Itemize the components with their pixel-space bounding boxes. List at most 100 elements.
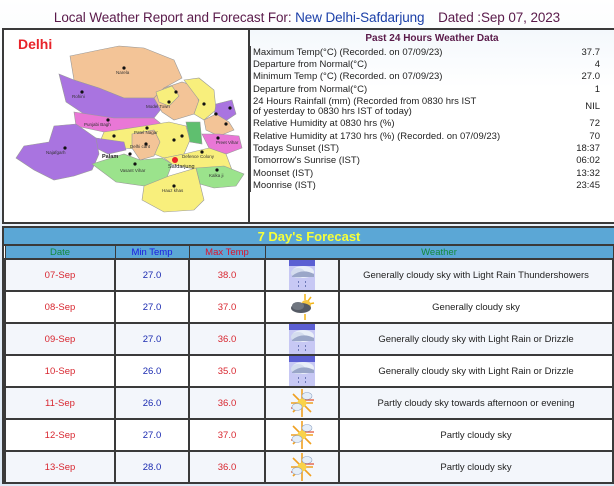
forecast-panel: 7 Day's Forecast Date Min Temp Max Temp …: [2, 226, 614, 484]
forecast-date: 10-Sep: [4, 354, 116, 388]
forecast-max-temp: 36.0: [188, 322, 266, 356]
forecast-date: 07-Sep: [4, 258, 116, 292]
row-value: 27.0: [581, 71, 601, 83]
partly-cloudy-icon: [264, 418, 340, 452]
row-value: 18:37: [576, 143, 600, 155]
rain-cloud-icon: [264, 322, 340, 356]
row-label: Moonrise (IST): [253, 180, 316, 192]
forecast-weather: Partly cloudy sky towards afternoon or e…: [338, 386, 614, 420]
col-date: Date: [4, 246, 116, 260]
delhi-map-icon: Narela Rohini Model Town Punjabi Bagh Patel…: [15, 45, 245, 213]
forecast-weather: Generally cloudy sky: [338, 290, 614, 324]
past-row-rh-1730: Relative Humidity at 1730 hrs (%) (Recor…: [250, 129, 614, 143]
forecast-weather: Partly cloudy sky: [338, 450, 614, 484]
row-label: Todays Sunset (IST): [253, 143, 340, 155]
past-row-rh-0830: Relative Humidity at 0830 hrs (%) 72: [250, 117, 614, 130]
forecast-row: 08-Sep 27.0 37.0 Generally cloudy sky: [4, 290, 614, 324]
row-value: 72: [589, 118, 600, 130]
svg-text:Safdarjung: Safdarjung: [168, 164, 195, 170]
forecast-min-temp: 27.0: [114, 258, 190, 292]
partly-cloudy-icon: [264, 450, 340, 484]
delhi-map: Narela Rohini Model Town Punjabi Bagh Patel…: [4, 30, 250, 222]
row-value: 4: [594, 59, 600, 71]
forecast-max-temp: 35.0: [188, 354, 266, 388]
cloudy-sun-icon: [264, 290, 340, 324]
top-section: Narela Rohini Model Town Punjabi Bagh Patel…: [2, 28, 614, 224]
forecast-min-temp: 27.0: [114, 322, 190, 356]
forecast-max-temp: 36.0: [188, 386, 266, 420]
forecast-max-temp: 38.0: [188, 258, 266, 292]
svg-text:Patel Nagar: Patel Nagar: [134, 130, 158, 135]
row-label: Tomorrow's Sunrise (IST): [253, 155, 360, 167]
past-row-sunset: Todays Sunset (IST) 18:37: [250, 142, 614, 155]
row-label: Departure from Normal(°C): [253, 59, 368, 71]
past-row-max-temp: Maximum Temp(°C) (Recorded. on 07/09/23)…: [250, 46, 614, 59]
col-min-temp: Min Temp: [114, 246, 190, 260]
row-label: 24 Hours Rainfall (mm) (Recorded from 08…: [253, 95, 477, 117]
forecast-min-temp: 27.0: [114, 418, 190, 452]
forecast-min-temp: 27.0: [114, 290, 190, 324]
row-label: Moonset (IST): [253, 167, 314, 179]
forecast-max-temp: 37.0: [188, 418, 266, 452]
past-24h-panel: Past 24 Hours Weather Data Maximum Temp(…: [250, 30, 614, 222]
map-label: Delhi: [18, 36, 53, 52]
svg-text:Defence Colony: Defence Colony: [182, 154, 215, 159]
svg-text:Punjabi Bagh: Punjabi Bagh: [84, 122, 111, 127]
forecast-row: 11-Sep 26.0 36.0 Partly cloudy sky towards…: [4, 386, 614, 420]
forecast-row: 07-Sep 27.0 38.0 Generally cloudy sky with…: [4, 258, 614, 292]
svg-text:Kalka ji: Kalka ji: [209, 173, 224, 178]
past-row-max-departure: Departure from Normal(°C) 4: [250, 58, 614, 71]
row-label: Relative Humidity at 1730 hrs (%) (Recor…: [253, 130, 501, 142]
forecast-row: 13-Sep 28.0 36.0 Partly cloudy sky: [4, 450, 614, 484]
past-row-min-temp: Minimum Temp (°C) (Recorded. on 07/09/23…: [250, 70, 614, 84]
svg-text:Model Town: Model Town: [146, 104, 170, 109]
row-value: 13:32: [576, 167, 600, 179]
row-label: Departure from Normal(°C): [253, 83, 368, 95]
row-value: 37.7: [581, 46, 601, 58]
row-value: NIL: [585, 100, 600, 112]
col-max-temp: Max Temp: [188, 246, 266, 260]
forecast-weather: Generally cloudy sky with Light Rain or …: [338, 354, 614, 388]
rain-cloud-icon: [264, 354, 340, 388]
station-name[interactable]: New Delhi-Safdarjung: [295, 10, 425, 25]
past-row-moonset: Moonset (IST) 13:32: [250, 167, 614, 180]
forecast-min-temp: 26.0: [114, 386, 190, 420]
svg-text:Hauz khas: Hauz khas: [162, 188, 184, 193]
past-row-sunrise: Tomorrow's Sunrise (IST) 06:02: [250, 154, 614, 168]
forecast-date: 11-Sep: [4, 386, 116, 420]
row-value: 1: [594, 83, 600, 95]
forecast-row: 09-Sep 27.0 36.0 Generally cloudy sky with…: [4, 322, 614, 356]
svg-text:Najafgarh: Najafgarh: [46, 150, 66, 155]
row-label: Maximum Temp(°C) (Recorded. on 07/09/23): [253, 46, 443, 58]
forecast-max-temp: 37.0: [188, 290, 266, 324]
row-value: 23:45: [576, 180, 600, 192]
title-prefix: Local Weather Report and Forecast For:: [53, 10, 292, 25]
svg-text:Preet Vihar: Preet Vihar: [216, 140, 239, 145]
forecast-min-temp: 28.0: [114, 450, 190, 484]
forecast-table: Date Min Temp Max Temp Weather 07-Sep 27.…: [4, 246, 614, 484]
report-date: Dated :Sep 07, 2023: [438, 10, 561, 25]
forecast-weather: Generally cloudy sky with Light Rain Thu…: [338, 258, 614, 292]
svg-text:Rohini: Rohini: [72, 94, 85, 99]
svg-text:Delhi cant: Delhi cant: [130, 144, 151, 149]
forecast-date: 08-Sep: [4, 290, 116, 324]
row-label: Minimum Temp (°C) (Recorded. on 07/09/23…: [253, 71, 443, 83]
forecast-max-temp: 36.0: [188, 450, 266, 484]
rain-cloud-icon: [264, 258, 340, 292]
forecast-date: 09-Sep: [4, 322, 116, 356]
row-value: 06:02: [576, 155, 600, 167]
forecast-row: 10-Sep 26.0 35.0 Generally cloudy sky with…: [4, 354, 614, 388]
forecast-row: 12-Sep 27.0 37.0 Partly cloudy sky: [4, 418, 614, 452]
partly-cloudy-icon: [264, 386, 340, 420]
past-row-moonrise: Moonrise (IST) 23:45: [250, 179, 614, 192]
page-title: Local Weather Report and Forecast For: N…: [0, 10, 614, 25]
past-24h-title: Past 24 Hours Weather Data: [365, 33, 499, 44]
forecast-title: 7 Day's Forecast: [4, 228, 614, 246]
past-row-min-departure: Departure from Normal(°C) 1: [250, 83, 614, 96]
row-label: Relative Humidity at 0830 hrs (%): [253, 118, 395, 130]
forecast-date: 12-Sep: [4, 418, 116, 452]
svg-text:Palam: Palam: [102, 154, 118, 160]
forecast-weather: Generally cloudy sky with Light Rain or …: [338, 322, 614, 356]
forecast-weather: Partly cloudy sky: [338, 418, 614, 452]
forecast-date: 13-Sep: [4, 450, 116, 484]
